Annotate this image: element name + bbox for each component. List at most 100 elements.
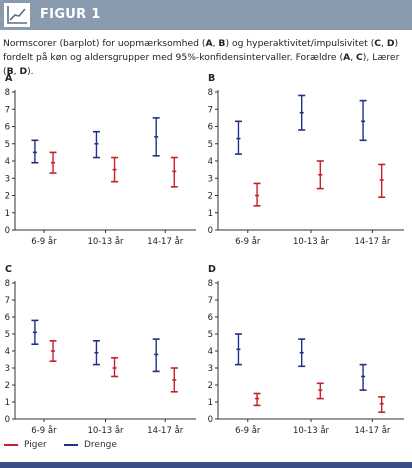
y-tick-label: 4 [208,157,213,167]
y-tick-label: 7 [208,296,213,306]
charts-canvas: A 0 1 2 3 4 5 6 7 8 6-9 år 10-13 år 14-17 år B 0 1 2 3 4 5 6… [5,73,404,436]
panel-label: D [208,264,216,275]
y-tick-label: 3 [5,364,10,374]
y-tick-label: 0 [208,226,213,236]
caption-part: A [205,38,213,49]
errorbar-piger [378,163,386,199]
errorbar-drenge [92,130,100,159]
panel-label: B [208,73,215,84]
errorbar-drenge [359,99,367,142]
errorbar-drenge [234,120,242,155]
y-tick-label: 5 [208,330,213,340]
y-tick-label: 2 [208,192,213,202]
errorbar-piger [111,356,119,378]
legend-label-drenge: Drenge [84,440,117,450]
errorbar-drenge [298,338,306,368]
caption-part: ) fordelt på køn og aldersgrupper med 95… [3,38,399,63]
y-tick-label: 1 [208,398,213,408]
errorbar-drenge [92,339,100,366]
caption-part: D [386,38,395,49]
y-tick-label: 0 [5,226,10,236]
errorbar-piger [49,151,57,174]
caption-part: B [6,66,14,77]
y-tick-label: 7 [5,296,10,306]
line-chart-icon [4,3,30,27]
x-tick-label: 14-17 år [354,425,391,436]
figure-title: FIGUR 1 [40,7,101,22]
x-tick-label: 6-9 år [31,425,57,436]
caption-part: D [19,66,28,77]
y-tick-label: 6 [208,123,213,133]
errorbar-drenge [359,363,367,391]
x-tick-label: 10-13 år [87,425,124,436]
caption-part: A [343,52,351,63]
y-tick-label: 2 [5,192,10,202]
y-tick-label: 8 [208,88,213,98]
caption-part: C [356,52,363,63]
errorbar-drenge [152,338,160,373]
caption-part: Normscorer (barplot) for uopmærksomhed ( [3,38,206,49]
y-tick-label: 5 [5,330,10,340]
x-tick-label: 10-13 år [87,236,124,247]
y-tick-label: 6 [5,123,10,133]
x-tick-label: 6-9 år [31,236,57,247]
panel-label: A [5,73,13,84]
y-tick-label: 3 [5,174,10,184]
bottom-bar [0,462,412,468]
caption-part: B [218,38,226,49]
y-tick-label: 4 [5,347,10,357]
x-tick-label: 10-13 år [293,236,330,247]
errorbar-piger [378,396,386,414]
x-tick-label: 10-13 år [293,425,330,436]
y-tick-label: 8 [5,88,10,98]
y-tick-label: 6 [208,313,213,323]
errorbar-piger [316,382,324,400]
errorbar-piger [111,156,119,183]
legend-swatch-drenge [64,444,78,446]
x-tick-label: 14-17 år [147,425,184,436]
chart-panel-a: A 0 1 2 3 4 5 6 7 8 6-9 år 10-13 år 14-17 år [5,73,196,247]
errorbar-drenge [31,319,39,346]
x-tick-label: 14-17 år [354,236,391,247]
y-tick-label: 5 [208,140,213,150]
x-tick-label: 14-17 år [147,236,184,247]
y-tick-label: 3 [208,364,213,374]
y-tick-label: 1 [208,209,213,219]
caption-part: ) og hyperaktivitet/impulsivitet ( [225,38,375,49]
errorbar-piger [49,339,57,363]
chart-panel-d: D 0 1 2 3 4 5 6 7 8 6-9 år 10-13 år 14-17 år [208,264,404,436]
caption-part: , [212,38,219,49]
y-tick-label: 2 [208,381,213,391]
errorbar-drenge [152,117,160,157]
y-tick-label: 0 [5,415,10,425]
y-tick-label: 1 [5,398,10,408]
chart-panel-c: C 0 1 2 3 4 5 6 7 8 6-9 år 10-13 år 14-17 år [5,264,196,436]
x-tick-label: 6-9 år [235,425,261,436]
legend-label-piger: Piger [24,440,47,450]
chart-panel-b: B 0 1 2 3 4 5 6 7 8 6-9 år 10-13 år 14-17 år [208,73,404,247]
errorbar-drenge [234,333,242,366]
y-tick-label: 8 [208,279,213,289]
y-tick-label: 2 [5,381,10,391]
y-tick-label: 6 [5,313,10,323]
legend: Piger Drenge [0,440,412,454]
y-tick-label: 7 [5,105,10,115]
legend-swatch-piger [4,444,18,446]
errorbar-drenge [298,94,306,131]
caption-part: , [350,52,357,63]
figure-caption: Normscorer (barplot) for uopmærksomhed (… [3,37,407,79]
y-tick-label: 3 [208,174,213,184]
y-tick-label: 0 [208,415,213,425]
panel-label: C [5,264,12,275]
y-tick-label: 5 [5,140,10,150]
errorbar-piger [253,182,261,207]
caption-part: ), Lærer ( [3,52,400,77]
errorbar-piger [316,160,324,190]
y-tick-label: 4 [5,157,10,167]
caption-part: C [374,38,382,49]
legend-item-piger: Piger [4,440,47,450]
y-tick-label: 4 [208,347,213,357]
caption-part: , [381,38,387,49]
caption-part: , [13,66,20,77]
errorbar-piger [253,392,261,407]
